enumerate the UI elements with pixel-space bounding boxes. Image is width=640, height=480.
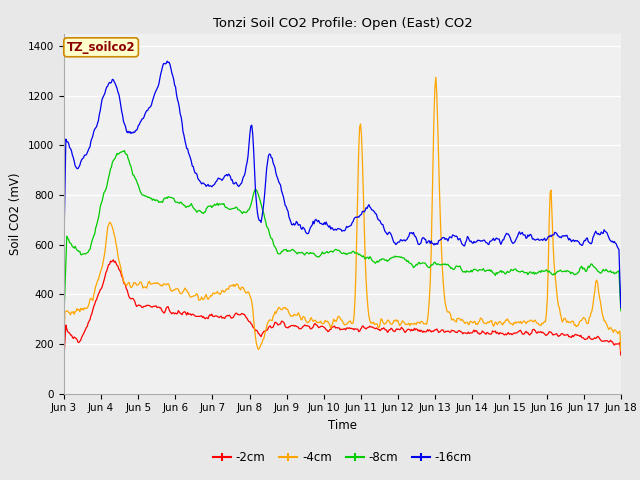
-16cm xyxy=(204,181,212,187)
-8cm xyxy=(617,308,625,313)
-8cm xyxy=(389,254,397,260)
-2cm xyxy=(313,322,321,328)
Y-axis label: Soil CO2 (mV): Soil CO2 (mV) xyxy=(10,172,22,255)
-16cm xyxy=(159,64,166,70)
-8cm xyxy=(159,197,167,203)
Line: -8cm: -8cm xyxy=(64,151,621,315)
-8cm xyxy=(204,204,212,209)
-2cm xyxy=(204,316,212,322)
-2cm xyxy=(480,330,488,336)
-16cm xyxy=(313,217,321,223)
-8cm xyxy=(313,253,321,259)
-8cm xyxy=(480,267,488,273)
-2cm xyxy=(389,328,397,334)
-8cm xyxy=(433,262,440,267)
X-axis label: Time: Time xyxy=(328,419,357,432)
-16cm xyxy=(433,240,440,246)
-2cm xyxy=(433,326,440,332)
-16cm xyxy=(480,237,488,243)
-4cm xyxy=(433,90,440,96)
-2cm xyxy=(159,310,167,315)
-16cm xyxy=(60,237,68,243)
Title: Tonzi Soil CO2 Profile: Open (East) CO2: Tonzi Soil CO2 Profile: Open (East) CO2 xyxy=(212,17,472,30)
-4cm xyxy=(204,295,211,301)
-16cm xyxy=(617,305,625,311)
-16cm xyxy=(163,58,171,64)
Text: TZ_soilco2: TZ_soilco2 xyxy=(67,41,136,54)
-4cm xyxy=(388,321,396,327)
-4cm xyxy=(432,74,440,80)
-4cm xyxy=(480,320,488,326)
-2cm xyxy=(617,352,625,358)
-2cm xyxy=(109,257,117,263)
Line: -2cm: -2cm xyxy=(64,260,621,357)
Line: -4cm: -4cm xyxy=(64,77,621,351)
-4cm xyxy=(617,348,625,354)
-8cm xyxy=(60,312,68,318)
-4cm xyxy=(159,283,166,289)
Legend: -2cm, -4cm, -8cm, -16cm: -2cm, -4cm, -8cm, -16cm xyxy=(209,446,476,469)
-2cm xyxy=(60,354,68,360)
Line: -16cm: -16cm xyxy=(64,61,621,308)
-4cm xyxy=(312,318,320,324)
-8cm xyxy=(120,148,128,154)
-16cm xyxy=(389,237,397,243)
-4cm xyxy=(60,336,68,342)
